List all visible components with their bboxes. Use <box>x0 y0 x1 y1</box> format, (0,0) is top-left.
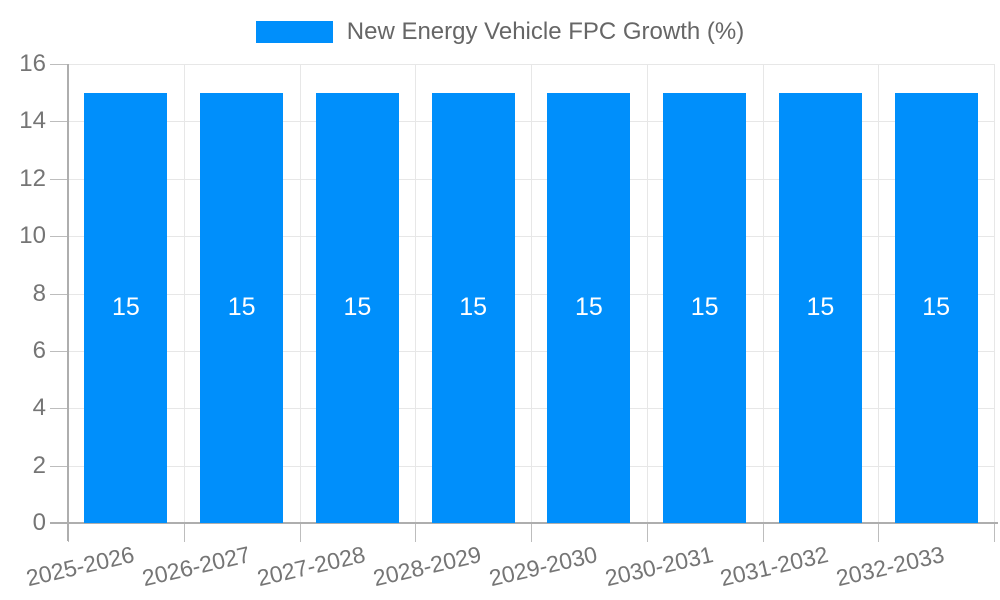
y-tick-label: 16 <box>19 50 46 77</box>
y-tick-label: 14 <box>19 107 46 135</box>
y-tick-label: 4 <box>32 394 46 422</box>
bar-value-label: 15 <box>459 293 488 322</box>
y-tick-label: 6 <box>32 336 46 364</box>
bar-value-label: 15 <box>574 293 603 322</box>
bar[interactable]: 15 <box>547 92 631 523</box>
bar-value-label: 15 <box>922 293 951 322</box>
legend[interactable]: New Energy Vehicle FPC Growth (%) <box>0 18 1000 46</box>
x-axis-tick <box>878 524 880 542</box>
y-tick-label: 8 <box>32 279 46 307</box>
y-tick-label: 10 <box>19 222 46 250</box>
grid-line-v <box>299 64 301 523</box>
y-axis-tick <box>50 121 68 123</box>
y-axis-line <box>67 64 69 541</box>
grid-line-v <box>994 64 995 523</box>
bar[interactable]: 15 <box>663 92 747 523</box>
y-tick-label: 12 <box>19 164 46 192</box>
y-axis-tick <box>50 178 68 180</box>
x-axis-line <box>50 522 998 524</box>
y-tick-label: 2 <box>32 451 46 479</box>
grid-line-v <box>183 64 185 523</box>
grid-line-v <box>762 64 764 523</box>
x-axis-tick <box>646 524 648 542</box>
bar[interactable]: 15 <box>200 92 284 523</box>
bar[interactable]: 15 <box>84 92 168 523</box>
x-axis-tick <box>299 524 301 542</box>
bar-value-label: 15 <box>343 293 372 322</box>
x-axis-tick <box>415 524 417 542</box>
bar[interactable]: 15 <box>894 92 978 523</box>
y-axis-tick <box>50 350 68 352</box>
legend-swatch-icon <box>255 21 333 43</box>
x-axis-tick <box>762 524 764 542</box>
y-axis-tick <box>50 64 68 65</box>
y-axis-tick <box>50 408 68 410</box>
bar-value-label: 15 <box>227 293 256 322</box>
grid-line-v <box>415 64 417 523</box>
x-axis-tick <box>531 524 532 542</box>
bar-value-label: 15 <box>690 293 719 322</box>
bar-value-label: 15 <box>111 293 140 322</box>
bar[interactable]: 15 <box>778 92 862 523</box>
legend-label: New Energy Vehicle FPC Growth (%) <box>346 18 745 45</box>
y-axis-tick <box>50 465 68 467</box>
x-axis-tick <box>183 524 185 542</box>
x-axis-tick <box>994 524 995 542</box>
bar[interactable]: 15 <box>431 92 515 523</box>
bar-value-label: 15 <box>806 293 835 322</box>
y-axis-tick <box>50 293 68 295</box>
y-axis-tick <box>50 236 68 238</box>
grid-line-v <box>531 64 532 523</box>
y-tick-label: 0 <box>32 509 46 536</box>
bar[interactable]: 15 <box>315 92 399 523</box>
grid-line-v <box>646 64 648 523</box>
grid-line-v <box>878 64 880 523</box>
